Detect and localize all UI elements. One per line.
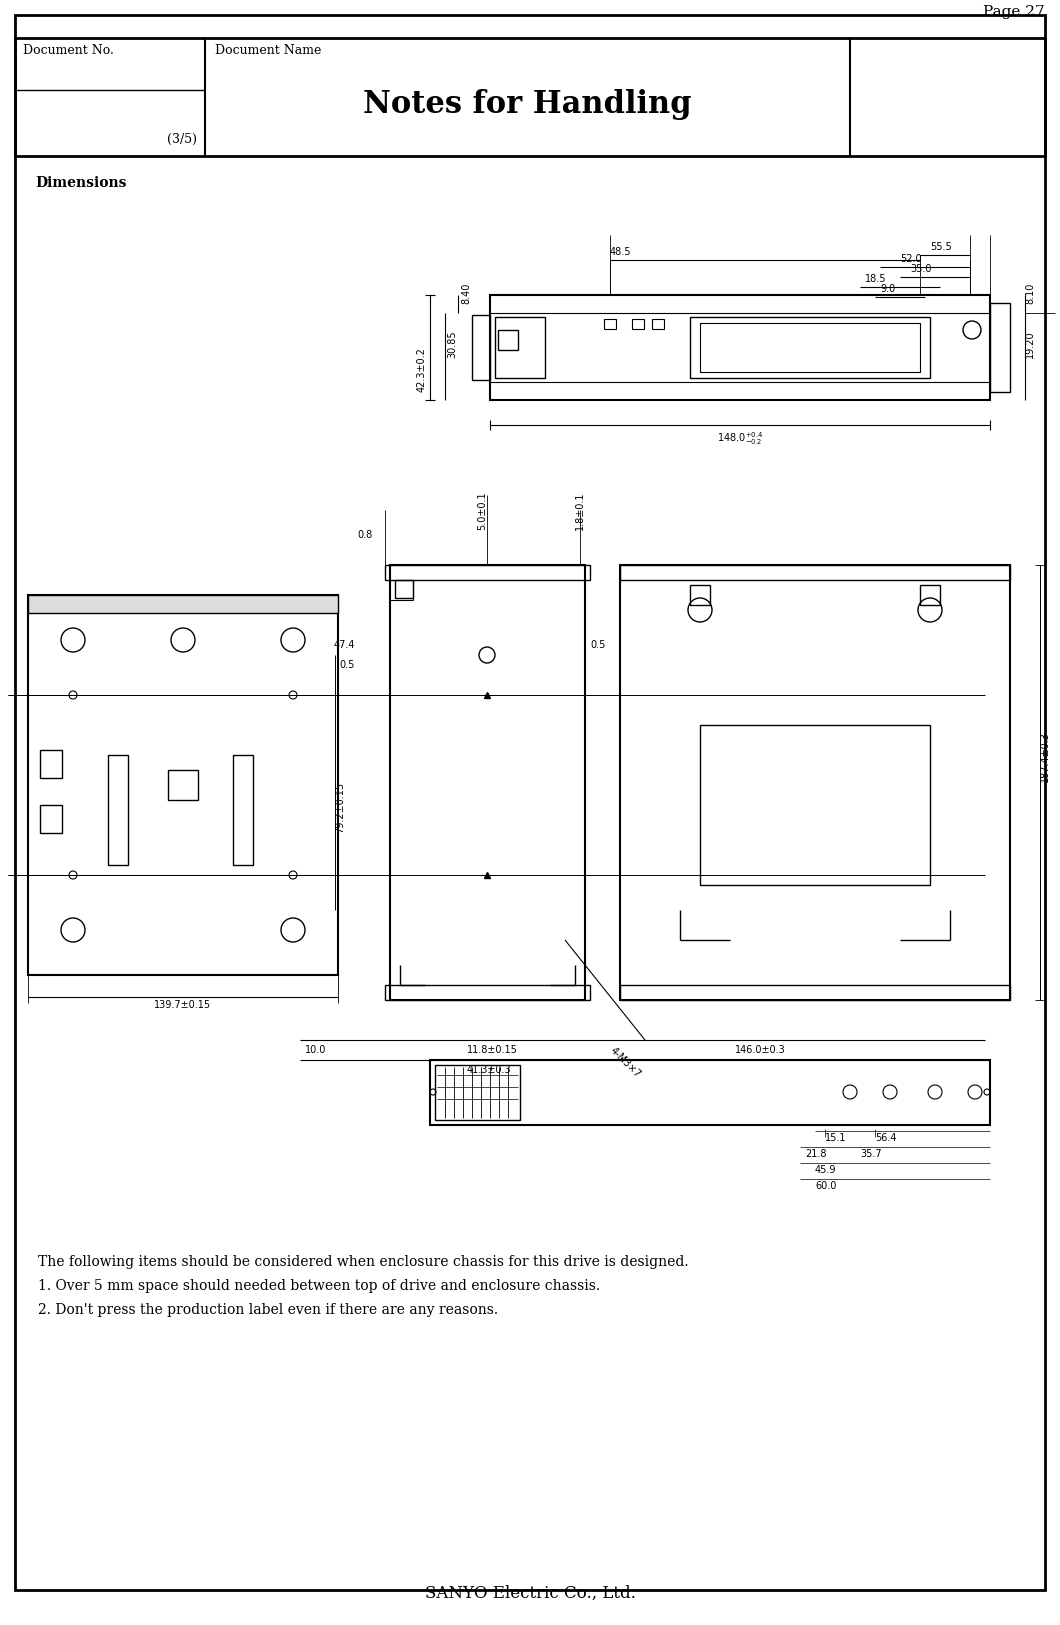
- Text: 15.1: 15.1: [825, 1133, 847, 1142]
- Text: 21.8: 21.8: [805, 1149, 827, 1159]
- Text: 4-M3×7: 4-M3×7: [608, 1045, 642, 1079]
- Bar: [472, 315, 490, 380]
- Text: 1.8±0.1: 1.8±0.1: [575, 491, 585, 530]
- Text: 47.4: 47.4: [334, 640, 355, 650]
- Bar: [430, 1060, 990, 1124]
- Bar: [233, 756, 253, 864]
- Text: (3/5): (3/5): [167, 133, 197, 146]
- Text: Page 27: Page 27: [984, 5, 1045, 20]
- Bar: [700, 323, 920, 372]
- Text: 148.0$^{+0.4}_{-0.2}$: 148.0$^{+0.4}_{-0.2}$: [717, 431, 763, 447]
- Text: 30.85: 30.85: [447, 330, 457, 358]
- Bar: [385, 985, 590, 999]
- Text: 0.5: 0.5: [339, 660, 355, 669]
- Text: 0.5: 0.5: [590, 640, 605, 650]
- Text: 55.5: 55.5: [930, 242, 952, 252]
- Text: 187.4±0.3: 187.4±0.3: [1040, 731, 1050, 782]
- Bar: [690, 317, 930, 379]
- Text: 8.40: 8.40: [461, 283, 471, 304]
- Text: Document No.: Document No.: [23, 44, 113, 57]
- Text: 2. Don't press the production label even if there are any reasons.: 2. Don't press the production label even…: [38, 1303, 498, 1316]
- Text: 8.10: 8.10: [1025, 283, 1035, 304]
- Text: 79.2±0.15: 79.2±0.15: [335, 782, 344, 834]
- Bar: [108, 756, 128, 864]
- Text: 45.9: 45.9: [815, 1165, 836, 1175]
- Text: 5.0±0.1: 5.0±0.1: [477, 491, 487, 530]
- Bar: [700, 725, 930, 886]
- Bar: [620, 566, 1010, 999]
- Text: 19.20: 19.20: [1025, 330, 1035, 358]
- Bar: [495, 317, 545, 379]
- Bar: [604, 318, 616, 328]
- Bar: [390, 566, 585, 999]
- Text: Notes for Handling: Notes for Handling: [363, 89, 691, 120]
- Text: 18.5: 18.5: [865, 275, 886, 284]
- Text: 42.3±0.2: 42.3±0.2: [417, 348, 427, 392]
- Bar: [620, 566, 1010, 580]
- Bar: [498, 330, 518, 349]
- Text: 0.8: 0.8: [357, 530, 373, 540]
- Text: The following items should be considered when enclosure chassis for this drive i: The following items should be considered…: [38, 1254, 689, 1269]
- Text: 56.4: 56.4: [874, 1133, 897, 1142]
- Text: 146.0±0.3: 146.0±0.3: [735, 1045, 785, 1055]
- Text: 11.8±0.15: 11.8±0.15: [467, 1045, 518, 1055]
- Text: 10.0: 10.0: [305, 1045, 326, 1055]
- Bar: [620, 985, 1010, 999]
- Bar: [40, 751, 61, 778]
- Text: 48.5: 48.5: [610, 247, 632, 257]
- Bar: [435, 1064, 520, 1120]
- Text: Dimensions: Dimensions: [35, 176, 126, 190]
- Bar: [395, 580, 413, 598]
- Text: 52.0: 52.0: [900, 254, 921, 263]
- Bar: [490, 296, 990, 400]
- Text: SANYO Electric Co., Ltd.: SANYO Electric Co., Ltd.: [425, 1584, 635, 1602]
- Text: 9.0: 9.0: [880, 284, 896, 294]
- Bar: [632, 318, 644, 328]
- Bar: [167, 770, 198, 800]
- Bar: [920, 585, 940, 604]
- Bar: [15, 37, 1045, 156]
- Bar: [28, 595, 338, 613]
- Text: 139.7±0.15: 139.7±0.15: [155, 999, 212, 1011]
- Text: Document Name: Document Name: [215, 44, 321, 57]
- Text: 41.3±0.3: 41.3±0.3: [467, 1064, 512, 1076]
- Bar: [385, 566, 590, 580]
- Bar: [652, 318, 664, 328]
- Bar: [28, 595, 338, 975]
- Text: 35.7: 35.7: [860, 1149, 882, 1159]
- Bar: [690, 585, 710, 604]
- Text: 60.0: 60.0: [815, 1181, 836, 1191]
- Bar: [990, 302, 1010, 392]
- Bar: [40, 804, 61, 834]
- Text: 1. Over 5 mm space should needed between top of drive and enclosure chassis.: 1. Over 5 mm space should needed between…: [38, 1279, 600, 1294]
- Text: 35.0: 35.0: [909, 263, 932, 275]
